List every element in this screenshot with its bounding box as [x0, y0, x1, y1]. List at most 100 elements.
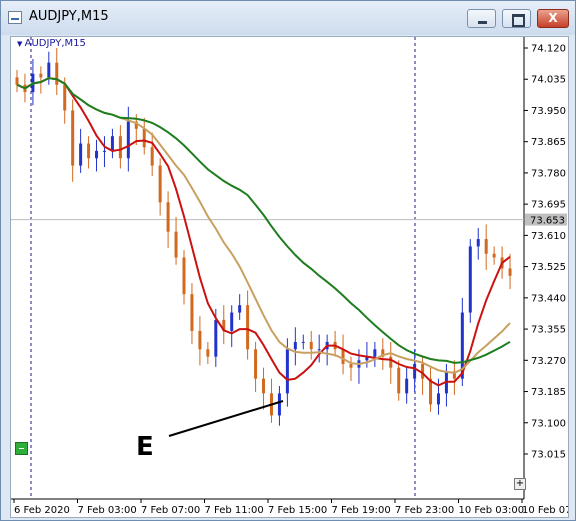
price-label: 73.525 [531, 262, 566, 273]
candle-body [198, 330, 202, 350]
zoom-in-icon[interactable]: + [514, 478, 526, 490]
candle-body [508, 268, 512, 276]
maximize-icon [503, 10, 530, 27]
candle-body [246, 305, 250, 350]
price-label: 73.270 [531, 356, 566, 367]
candle-body [190, 294, 194, 331]
maximize-button[interactable] [502, 9, 531, 28]
candle-body [381, 349, 385, 357]
time-label: 10 Feb 03:00 [459, 505, 525, 516]
price-label: 73.440 [531, 293, 566, 304]
annotation-arrow [168, 400, 284, 437]
chart-canvas[interactable]: 74.120 74.035 73.950 73.865 73.780 73.695 73.6… [11, 37, 568, 517]
time-label: 7 Feb 07:00 [141, 505, 200, 516]
candle-body [277, 393, 281, 416]
candle-body [301, 341, 305, 343]
price-label: 73.865 [531, 137, 566, 148]
candle-body [460, 312, 464, 379]
time-label: 7 Feb 03:00 [78, 505, 137, 516]
time-label: 7 Feb 15:00 [268, 505, 327, 516]
candle-body [413, 363, 417, 379]
time-label: 7 Feb 19:00 [332, 505, 391, 516]
candle-body [405, 378, 409, 394]
candle-body [206, 349, 210, 357]
price-label: 73.780 [531, 168, 566, 179]
candle-body [142, 128, 146, 148]
candle-body [468, 246, 472, 313]
time-label: 6 Feb 2020 [14, 505, 70, 516]
candle-body [174, 231, 178, 258]
minimize-icon [468, 10, 495, 27]
candle-body [71, 110, 75, 166]
candle-body [254, 349, 258, 379]
price-label: 73.185 [531, 387, 566, 398]
candle-body [158, 165, 162, 203]
candle-body [452, 371, 456, 379]
candle-body [15, 77, 19, 85]
candle-body [87, 143, 91, 159]
candle-body [79, 143, 83, 166]
candle-body [222, 319, 226, 331]
current-price-tag [525, 213, 567, 226]
close-button[interactable]: X [537, 9, 569, 28]
price-label: 73.610 [531, 231, 566, 242]
candle-body [39, 73, 43, 78]
price-label: 73.015 [531, 450, 566, 461]
price-label: 74.035 [531, 75, 566, 86]
candle-body [309, 341, 313, 350]
candle-body [389, 356, 393, 368]
title-bar[interactable]: AUDJPY,M15 X [1, 1, 575, 35]
candle-body [238, 305, 242, 313]
candle-body [492, 253, 496, 258]
candle-body [365, 356, 369, 361]
candle-body [102, 150, 106, 152]
candle-body [262, 378, 266, 394]
candle-body [110, 136, 114, 151]
price-chart[interactable]: 74.120 74.035 73.950 73.865 73.780 73.695 73.6… [10, 36, 569, 518]
candle-body [421, 363, 425, 379]
candle-body [397, 367, 401, 394]
chart-window-icon [8, 11, 22, 24]
candle-body [126, 121, 130, 159]
candle-body [341, 349, 345, 364]
candle-body [476, 239, 480, 247]
price-label: 73.100 [531, 418, 566, 429]
moving-average-medium-line [16, 77, 511, 374]
time-label: 7 Feb 23:00 [395, 505, 454, 516]
candle-body [285, 349, 289, 394]
price-label: 73.950 [531, 106, 566, 117]
candle-body [95, 150, 99, 159]
candle-body [118, 136, 122, 159]
candle-body [182, 257, 186, 295]
candle-body [436, 393, 440, 405]
candle-body [55, 62, 59, 85]
window-title: AUDJPY,M15 [29, 9, 109, 24]
time-label: 7 Feb 11:00 [205, 505, 264, 516]
one-click-trading-button[interactable] [15, 442, 28, 455]
price-label: 73.695 [531, 200, 566, 211]
candle-body [150, 147, 154, 166]
candle-body [230, 312, 234, 331]
moving-average-slow-line [16, 77, 511, 364]
candle-body [47, 62, 51, 78]
candle-body [317, 349, 321, 351]
candle-body [484, 239, 488, 254]
time-label: 10 Feb 07 [522, 505, 568, 516]
candle-body [373, 349, 377, 357]
candle-body [166, 202, 170, 232]
close-icon: X [548, 11, 558, 25]
candle-body [214, 319, 218, 357]
price-label: 74.120 [531, 44, 566, 55]
current-price-label: 73.653 [530, 216, 565, 227]
price-label: 73.355 [531, 325, 566, 336]
minimize-button[interactable] [467, 9, 496, 28]
moving-average-fast-line [16, 77, 511, 387]
candle-body [293, 341, 297, 350]
candle-body [134, 121, 138, 129]
candle-body [349, 363, 353, 368]
candle-body [63, 84, 67, 111]
candle-body [429, 378, 433, 405]
annotation-label: E [136, 432, 154, 462]
symbol-label: AUDJPY,M15 [17, 38, 86, 49]
